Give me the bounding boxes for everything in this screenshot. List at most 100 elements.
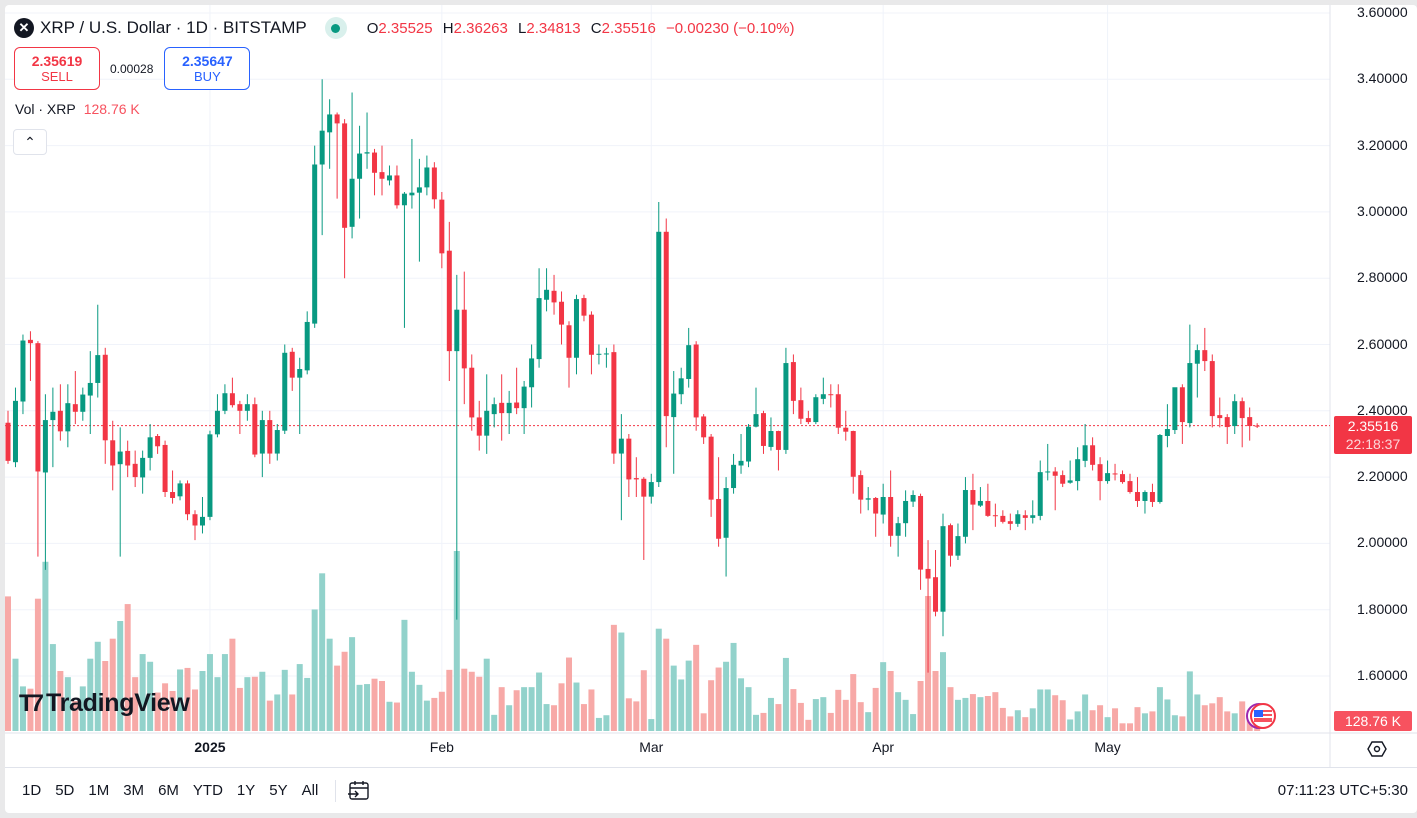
volume-bar [902,699,909,731]
range-buttons: 1D 5D 1M 3M 6M YTD 1Y 5Y All [15,782,325,799]
range-button-1d[interactable]: 1D [22,782,42,799]
volume-bar [117,621,124,731]
volume-bar [640,670,647,731]
range-button-3m[interactable]: 3M [123,782,145,799]
volume-bar [236,687,243,731]
volume-bar [453,551,460,731]
economic-event-flag-icon[interactable] [1245,702,1277,730]
candle-body [117,451,123,465]
candle-body [372,152,378,173]
candle-body [289,351,295,378]
candle-body [783,363,789,450]
range-button-5y[interactable]: 5Y [269,782,288,799]
candle-body [775,431,781,450]
price-chart[interactable] [5,5,1417,767]
volume-bar [491,714,498,731]
candle-body [1105,473,1111,482]
candle-body [514,402,520,409]
candle-body [559,301,565,325]
candle-body [693,344,699,418]
volume-bars [5,551,1261,731]
volume-bar [663,638,670,731]
candle-body [955,536,961,556]
collapse-legend-button[interactable]: ⌃ [13,129,47,155]
candle-body [476,417,482,436]
volume-bar [349,637,356,731]
candle-body [656,231,662,483]
candle-body [1224,417,1230,428]
volume-bar [850,674,857,731]
sell-button[interactable]: 2.35619 SELL [14,47,100,90]
volume-bar [984,696,991,731]
candle-body [723,488,729,538]
market-open-dot-icon[interactable] [324,17,347,39]
candle-body [633,478,639,480]
volume-bar [1179,716,1186,731]
candle-body [573,299,579,358]
candle-body [521,386,527,409]
volume-bar [1134,707,1141,731]
candle-body [1217,415,1223,419]
volume-bar [760,712,767,731]
candle-body [873,497,879,514]
candle-body [671,393,677,418]
axis-settings-icon[interactable] [1367,739,1387,759]
volume-bar [947,687,954,731]
candle-body [214,410,220,435]
volume-bar [416,684,423,731]
xrp-logo-icon: ✕ [14,18,34,38]
candle-body [229,393,235,406]
volume-bar [835,689,842,731]
chevron-up-icon: ⌃ [24,133,36,150]
volume-bar [827,712,834,731]
volume-bar [887,671,894,731]
range-button-5d[interactable]: 5D [55,782,75,799]
sell-label: SELL [41,69,73,84]
volume-bar [1194,694,1201,731]
candle-body [42,420,48,473]
tradingview-logo[interactable]: T7 TradingView [19,689,190,717]
price-tick-label: 1.80000 [1357,600,1408,617]
range-button-6m[interactable]: 6M [158,782,179,799]
range-button-1y[interactable]: 1Y [236,782,256,799]
candle-body [155,435,161,447]
candle-body [790,362,796,401]
time-tick-label: Apr [872,739,895,755]
range-button-all[interactable]: All [301,782,319,799]
price-tick-label: 2.80000 [1357,269,1408,286]
candle-body [992,515,998,517]
volume-bar [603,715,610,731]
bottom-toolbar: 1D 5D 1M 3M 6M YTD 1Y 5Y All 07:11:23 UTC+5:30 [5,767,1417,813]
volume-bar [79,686,86,731]
volume-bar [1082,694,1089,731]
volume-bar [438,691,445,731]
volume-bar [580,704,587,731]
volume-legend[interactable]: Vol · XRP 128.76 K [15,101,140,117]
candle-body [753,414,759,427]
calendar-range-icon[interactable] [346,779,372,803]
candle-body [1045,471,1051,473]
candle-body [1172,387,1178,431]
range-button-1m[interactable]: 1M [88,782,110,799]
volume-bar [87,658,94,731]
timezone-clock[interactable]: 07:11:23 UTC+5:30 [1277,782,1408,799]
candle-body [364,152,370,154]
candle-body [1232,401,1238,427]
candle-body [888,496,894,536]
volume-bar [1029,708,1036,731]
candle-body [850,431,856,477]
candle-body [588,314,594,355]
volume-bar [102,661,109,731]
buy-button[interactable]: 2.35647 BUY [164,47,251,90]
symbol-title[interactable]: XRP / U.S. Dollar · 1D · BITSTAMP [40,18,307,37]
range-button-ytd[interactable]: YTD [192,782,223,799]
volume-bar [311,609,318,731]
candle-body [416,187,422,193]
volume-bar [1007,716,1014,731]
time-tick-label: Mar [639,739,664,755]
volume-bar [1052,695,1059,731]
price-tick-label: 2.20000 [1357,468,1408,485]
volume-bar [498,687,505,731]
volume-bar [177,669,184,731]
volume-bar [109,638,116,731]
